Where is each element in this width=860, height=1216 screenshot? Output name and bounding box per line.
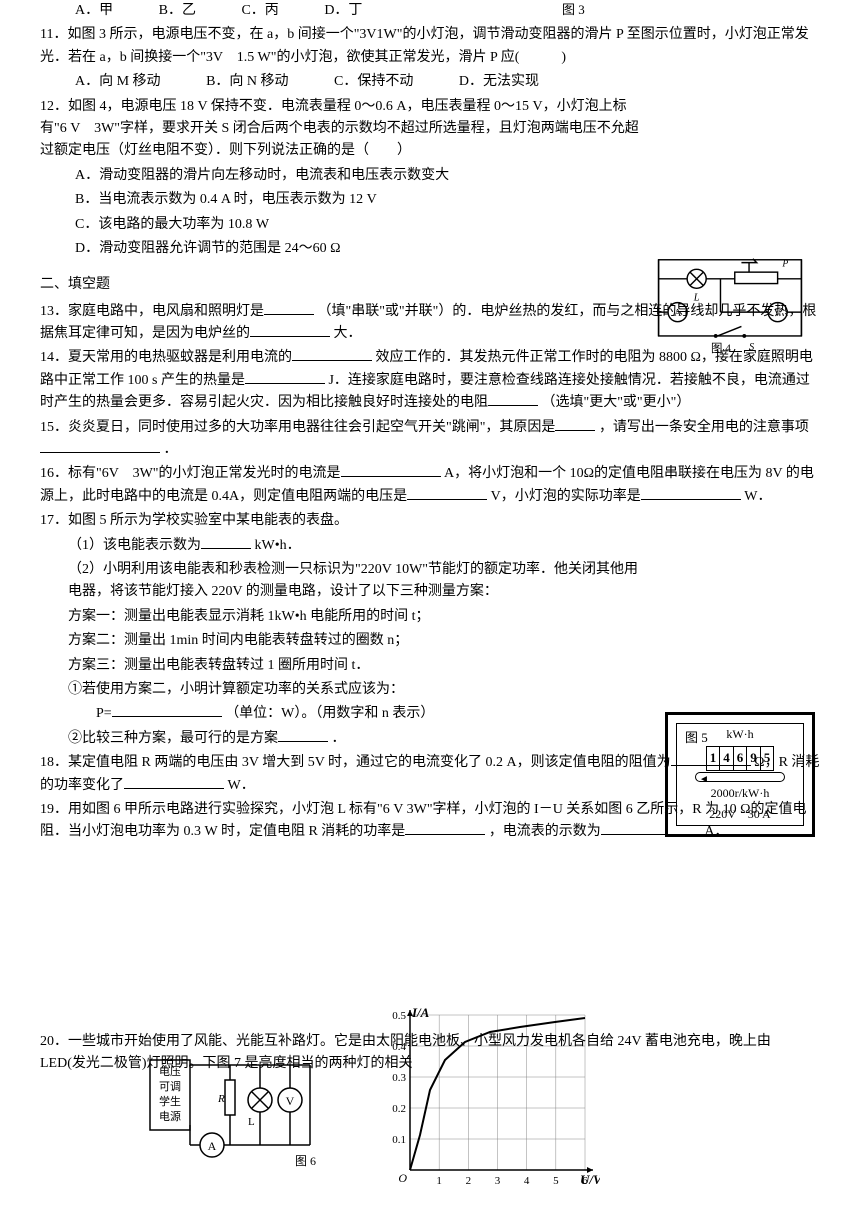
q10-options: A．甲 B．乙 C．丙 D．丁 图 3 xyxy=(75,0,820,22)
svg-text:可调: 可调 xyxy=(159,1080,181,1093)
svg-text:R: R xyxy=(217,1093,225,1105)
q12-opt-b: B．当电流表示数为 0.4 A 时，电压表示数为 12 V xyxy=(75,189,820,211)
svg-text:1: 1 xyxy=(436,1175,442,1185)
fig3-label: 图 3 xyxy=(562,2,585,17)
opt-b: B．向 N 移动 xyxy=(206,74,288,89)
q12-opt-d: D．滑动变阻器允许调节的范围是 24～60 Ω xyxy=(75,238,820,260)
opt-b: B．乙 xyxy=(159,3,196,18)
q15: 15．炎炎夏日，同时使用过多的大功率用电器往往会引起空气开关"跳闸"，其原因是 … xyxy=(40,417,820,462)
q17-c2: ②比较三种方案，最可行的是方案 ． 图 5 xyxy=(68,728,820,750)
blank xyxy=(201,535,251,549)
svg-text:电源: 电源 xyxy=(159,1109,181,1123)
q17-c1p: P= （单位：W）。（用数字和 n 表示） xyxy=(96,703,820,725)
fig5-label: 图 5 xyxy=(685,730,708,745)
q20: 20．一些城市开始使用了风能、光能互补路灯。它是由太阳能电池板、小型风力发电机各… xyxy=(40,1031,820,1076)
blank xyxy=(601,821,701,835)
blank xyxy=(250,323,330,337)
q17-m3: 方案三：测量出电能表转盘转过 1 圈所用时间 t． xyxy=(68,655,820,677)
q17-s2: （2）小明利用该电能表和秒表检测一只标识为"220V 10W"节能灯的额定功率．… xyxy=(68,559,820,604)
blank xyxy=(641,486,741,500)
q14: 14．夏天常用的电热驱蚊器是利用电流的 效应工作的．其发热元件正常工作时的电阻为… xyxy=(40,347,820,414)
svg-text:0.1: 0.1 xyxy=(392,1134,406,1146)
blank xyxy=(341,463,441,477)
svg-text:学生: 学生 xyxy=(159,1094,181,1108)
q11-options: A．向 M 移动 B．向 N 移动 C．保持不动 D．无法实现 xyxy=(75,71,820,93)
blank xyxy=(124,775,224,789)
opt-a: A．向 M 移动 xyxy=(75,74,161,89)
opt-d: D．丁 xyxy=(324,3,362,18)
svg-text:A: A xyxy=(208,1139,217,1153)
q18: 18．某定值电阻 R 两端的电压由 3V 增大到 5V 时，通过它的电流变化了 … xyxy=(40,752,820,797)
opt-d: D．无法实现 xyxy=(459,74,539,89)
blank xyxy=(671,752,751,766)
opt-a: A．甲 xyxy=(75,3,113,18)
blank xyxy=(488,392,538,406)
blank xyxy=(278,728,328,742)
svg-text:L: L xyxy=(248,1116,255,1128)
q17-c1: ①若使用方案二，小明计算额定功率的关系式应该为： xyxy=(68,679,820,701)
blank xyxy=(407,486,487,500)
q17-m1: 方案一：测量出电能表显示消耗 1kW•h 电能所用的时间 t； xyxy=(68,606,820,628)
blank xyxy=(112,703,222,717)
q13: 13．家庭电路中，电风扇和照明灯是 （填"串联"或"并联"）的．电炉丝热的发红，… xyxy=(40,301,820,346)
q17-m2: 方案二：测量出 1min 时间内电能表转盘转过的圈数 n； xyxy=(68,630,820,652)
svg-text:V: V xyxy=(286,1094,295,1108)
q17-s1: （1）该电能表示数为 kW•h． xyxy=(68,535,820,557)
blank xyxy=(292,347,372,361)
q19: 19．用如图 6 甲所示电路进行实验探究，小灯泡 L 标有"6 V 3W"字样，… xyxy=(40,799,820,844)
svg-text:6: 6 xyxy=(582,1175,588,1185)
q12-opt-c: C．该电路的最大功率为 10.8 W xyxy=(75,214,820,236)
q12-opt-a: A．滑动变阻器的滑片向左移动时，电流表和电压表示数变大 xyxy=(75,165,820,187)
svg-text:4: 4 xyxy=(524,1175,530,1185)
svg-text:0.2: 0.2 xyxy=(392,1103,406,1115)
q16: 16．标有"6V 3W"的小灯泡正常发光时的电流是 A，将小灯泡和一个 10Ω的… xyxy=(40,463,820,508)
svg-text:2: 2 xyxy=(466,1175,472,1185)
blank xyxy=(555,417,595,431)
q11-text: 11．如图 3 所示，电源电压不变，在 a，b 间接一个"3V1W"的小灯泡，调… xyxy=(40,24,820,69)
svg-text:3: 3 xyxy=(495,1175,501,1185)
q12-text: 12．如图 4，电源电压 18 V 保持不变．电流表量程 0～0.6 A，电压表… xyxy=(40,96,820,163)
svg-text:5: 5 xyxy=(553,1175,559,1185)
q17-head: 17．如图 5 所示为学校实验室中某电能表的表盘。 xyxy=(40,510,820,532)
blank xyxy=(264,301,314,315)
blank xyxy=(245,370,325,384)
opt-c: C．丙 xyxy=(241,3,278,18)
blank xyxy=(40,439,160,453)
svg-text:图 6: 图 6 xyxy=(295,1154,316,1168)
opt-c: C．保持不动 xyxy=(334,74,413,89)
section2-title: 二、填空题 xyxy=(40,274,820,296)
svg-text:O: O xyxy=(398,1171,407,1185)
blank xyxy=(405,821,485,835)
